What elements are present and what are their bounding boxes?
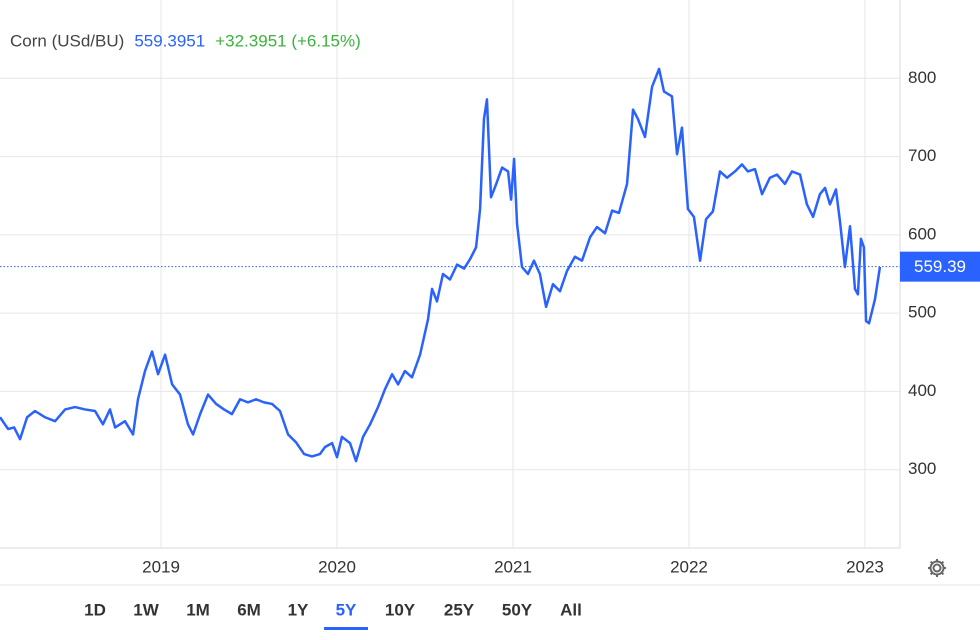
y-tick-label: 400 <box>908 381 936 400</box>
y-tick-label: 300 <box>908 459 936 478</box>
grid <box>0 0 900 548</box>
y-tick-label: 600 <box>908 224 936 243</box>
range-button[interactable]: 5Y <box>336 600 357 619</box>
last-price-label: 559.39 <box>914 257 966 276</box>
header-text: Corn (USd/BU) <box>10 31 124 50</box>
header-text: +32.3951 (+6.15%) <box>215 31 361 50</box>
x-tick-label: 2023 <box>846 557 884 576</box>
y-tick-label: 700 <box>908 146 936 165</box>
y-tick-label: 500 <box>908 303 936 322</box>
x-tick-label: 2021 <box>494 557 532 576</box>
price-line <box>0 67 882 463</box>
last-price-box <box>900 251 980 282</box>
x-tick-label: 2022 <box>670 557 708 576</box>
range-button[interactable]: 1Y <box>288 600 309 619</box>
range-button[interactable]: 1W <box>133 600 159 619</box>
range-button[interactable]: 1D <box>84 600 106 619</box>
x-tick-label: 2020 <box>318 557 356 576</box>
settings-icon[interactable] <box>928 559 946 577</box>
range-button[interactable]: 50Y <box>502 600 533 619</box>
range-button[interactable]: 25Y <box>444 600 475 619</box>
header-text: 559.3951 <box>134 31 205 50</box>
y-tick-label: 800 <box>908 68 936 87</box>
x-tick-label: 2019 <box>142 557 180 576</box>
range-button[interactable]: 10Y <box>385 600 416 619</box>
range-button[interactable]: All <box>560 600 582 619</box>
range-button[interactable]: 1M <box>186 600 210 619</box>
range-button[interactable]: 6M <box>237 600 261 619</box>
range-selected-underline <box>324 627 368 630</box>
